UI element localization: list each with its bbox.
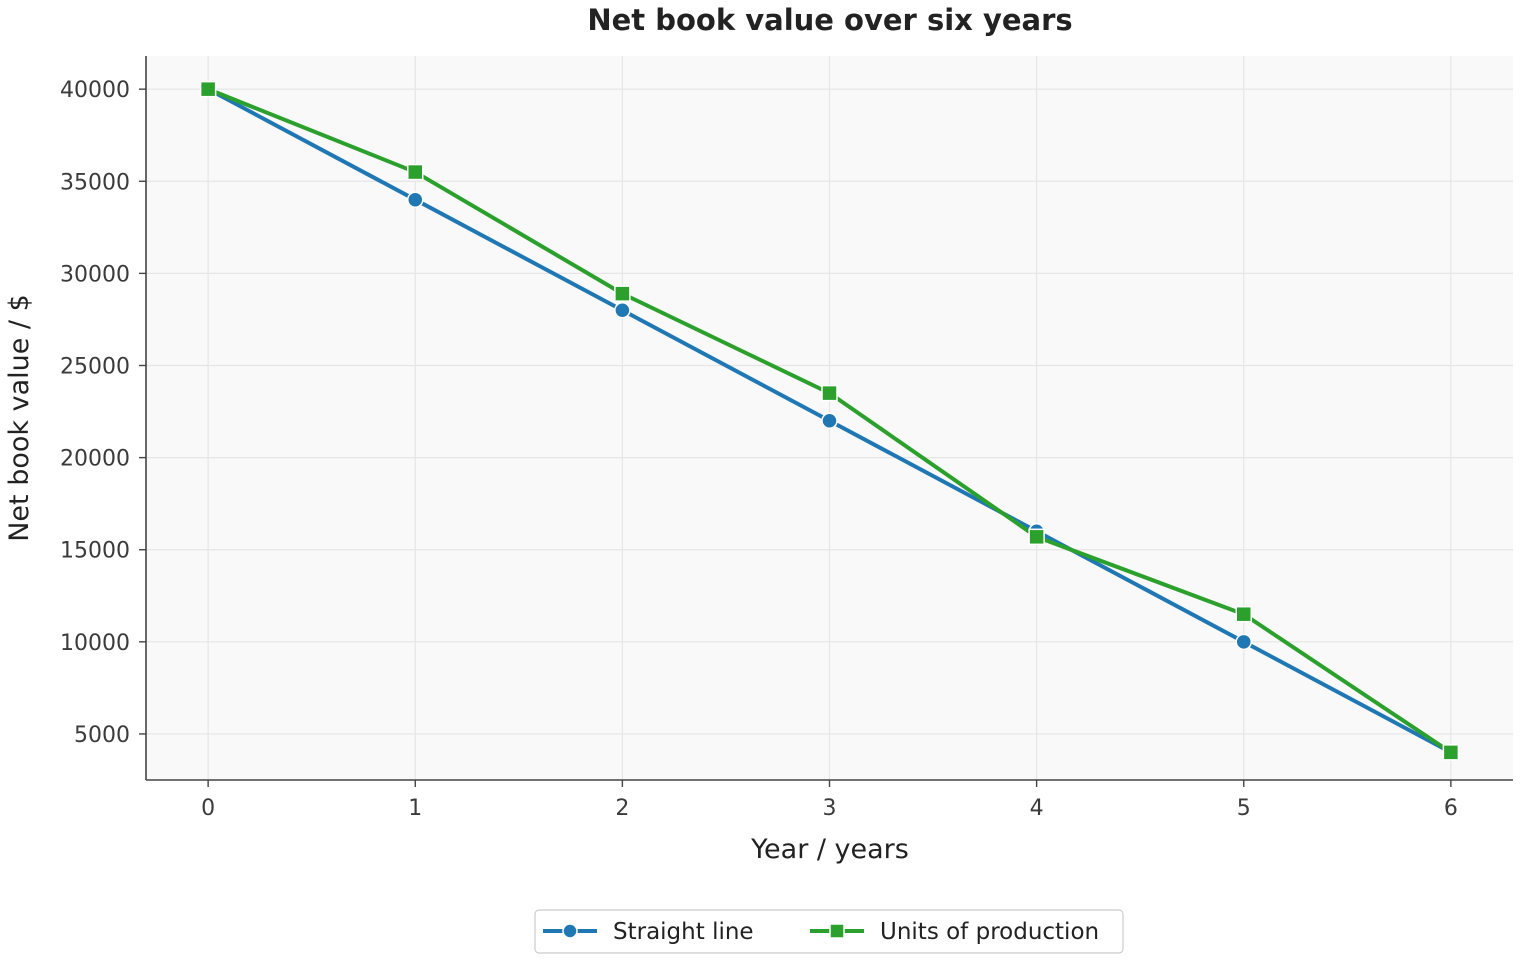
legend-label-straight-line: Straight line [613, 919, 754, 945]
chart-title: Net book value over six years [587, 3, 1072, 37]
data-point-units-of-production [1442, 744, 1460, 761]
y-axis-label: Net book value / $ [4, 294, 35, 542]
x-tick-label: 1 [408, 796, 422, 821]
data-point-straight-line [614, 301, 631, 319]
x-tick-label: 6 [1444, 796, 1458, 821]
x-axis-label: Year / years [750, 834, 909, 865]
data-point-units-of-production [1028, 528, 1045, 546]
data-point-straight-line [821, 412, 838, 430]
y-tick-label: 30000 [60, 262, 130, 287]
y-ticks: 5000 10000 15000 20000 25000 30000 35000 40000 [60, 78, 146, 748]
data-point-straight-line [1235, 633, 1252, 651]
series-units-of-production [199, 80, 1460, 761]
legend: Straight line Units of production [534, 909, 1124, 954]
x-tick-label: 3 [823, 796, 837, 821]
grid [146, 56, 1513, 780]
data-point-units-of-production [821, 384, 838, 402]
data-point-units-of-production [614, 285, 631, 302]
x-tick-label: 0 [201, 796, 215, 821]
y-tick-label: 10000 [60, 631, 130, 656]
y-tick-label: 25000 [60, 354, 130, 379]
y-tick-label: 20000 [60, 447, 130, 472]
y-tick-label: 5000 [74, 723, 130, 748]
legend-marker-units-of-production [829, 923, 845, 939]
legend-label-units-of-production: Units of production [880, 919, 1099, 945]
data-point-units-of-production [199, 80, 217, 98]
data-point-straight-line [407, 191, 424, 208]
x-tick-label: 4 [1030, 796, 1044, 821]
y-tick-label: 35000 [60, 170, 130, 195]
series-layer [199, 80, 1460, 761]
y-tick-label: 15000 [60, 539, 130, 564]
x-ticks: 0 1 2 3 4 5 6 [201, 780, 1458, 821]
data-point-units-of-production [1235, 605, 1252, 623]
x-tick-label: 2 [615, 796, 629, 821]
y-tick-label: 40000 [60, 78, 130, 103]
x-tick-label: 5 [1237, 796, 1251, 821]
data-point-units-of-production [407, 163, 424, 181]
legend-marker-straight-line [562, 923, 578, 939]
